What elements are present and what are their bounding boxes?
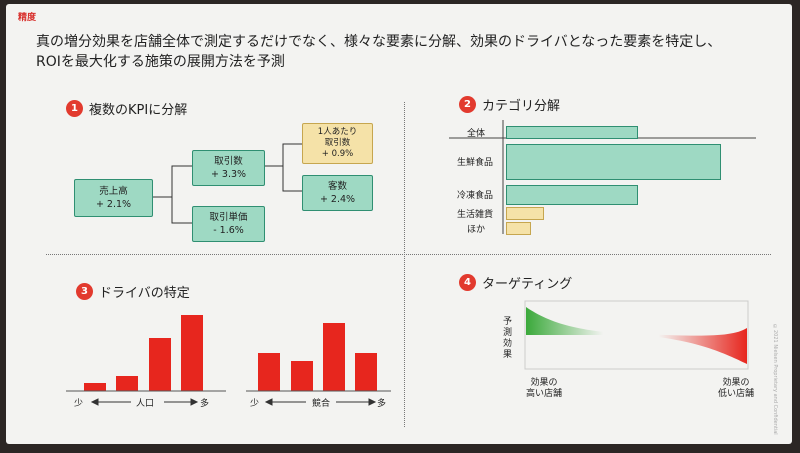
category-label: 生鮮食品 (457, 158, 494, 168)
driver1-axis-high: 多 (200, 399, 210, 409)
slide: 精度 真の増分効果を店舗全体で測定するだけでなく、様々な要素に分解、効果のドライ… (6, 4, 792, 444)
kpi-per-person-label-2: 取引数 (324, 138, 351, 148)
targeting-frame (524, 300, 749, 370)
section-4-label: ターゲティング (482, 277, 573, 292)
driver2-axis-high: 多 (377, 399, 387, 409)
driver1-axis-low: 少 (74, 399, 84, 409)
headline-line-1: 真の増分効果を店舗全体で測定するだけでなく、様々な要素に分解、効果のドライバとな… (36, 34, 722, 50)
kpi-tree-connectors (152, 143, 302, 224)
section-1-label: 複数のKPIに分解 (89, 103, 188, 118)
category-bar (506, 207, 544, 220)
driver-bar (84, 383, 106, 391)
horizontal-divider (46, 254, 771, 255)
kpi-sales-label: 売上高 (99, 186, 128, 197)
section-2-label: カテゴリ分解 (482, 99, 561, 114)
category-label: 冷凍食品 (457, 191, 494, 201)
category-bar (506, 126, 638, 139)
kpi-per-person-label-1: 1人あたり (317, 127, 358, 137)
kpi-sales-box: 売上高 + 2.1% (74, 179, 153, 217)
category-bar (506, 222, 531, 235)
section-3-title: 3 ドライバの特定 (76, 282, 190, 301)
driver-bar (355, 353, 377, 391)
targeting-left-label: 効果の 高い店舗 (526, 378, 563, 399)
driver-bar (149, 338, 171, 391)
section-4-title: 4 ターゲティング (459, 273, 572, 292)
section-1-number: 1 (66, 100, 83, 117)
category-label: ほか (467, 224, 486, 235)
section-2-title: 2 カテゴリ分解 (459, 95, 560, 114)
targeting-right-label: 効果の 低い店舗 (718, 378, 755, 399)
targeting-ylabel: 予測 効果 (503, 317, 513, 360)
kpi-customers-box: 客数 + 2.4% (302, 175, 373, 211)
kpi-customers-value: + 2.4% (319, 194, 356, 205)
kpi-per-person-value: + 0.9% (321, 149, 354, 159)
section-3-number: 3 (76, 283, 93, 300)
driver1-axis-label: 人口 (136, 399, 155, 409)
headline-line-2: ROIを最大化する施策の展開方法を予測 (36, 54, 285, 70)
slide-headline: 真の増分効果を店舗全体で測定するだけでなく、様々な要素に分解、効果のドライバとな… (36, 32, 776, 72)
vertical-divider (404, 102, 405, 427)
section-3-label: ドライバの特定 (99, 286, 190, 301)
precision-tag: 精度 (18, 13, 37, 23)
targeting-chart (524, 300, 749, 370)
kpi-transactions-label: 取引数 (214, 156, 243, 167)
driver-bar (258, 353, 280, 391)
category-bar (506, 185, 638, 205)
driver-bar (116, 376, 138, 391)
driver-bar (323, 323, 345, 391)
section-4-number: 4 (459, 274, 476, 291)
targeting-curve (526, 307, 747, 364)
kpi-unit-price-value: - 1.6% (213, 225, 244, 236)
kpi-transactions-value: + 3.3% (210, 169, 247, 180)
kpi-unit-price-label: 取引単価 (209, 212, 248, 223)
driver-axes (66, 390, 391, 406)
category-label: 生活雑貨 (457, 209, 494, 220)
section-2-number: 2 (459, 96, 476, 113)
driver-bar (181, 315, 203, 391)
kpi-transactions-box: 取引数 + 3.3% (192, 150, 265, 186)
kpi-unit-price-box: 取引単価 - 1.6% (192, 206, 265, 242)
category-bar (506, 144, 721, 180)
copyright-note: ©2021 Nielsen Proprietary and Confidenti… (772, 324, 778, 435)
kpi-customers-label: 客数 (327, 181, 347, 192)
driver2-axis-low: 少 (250, 399, 260, 409)
section-1-title: 1 複数のKPIに分解 (66, 99, 187, 118)
kpi-sales-value: + 2.1% (95, 199, 132, 210)
kpi-per-person-box: 1人あたり 取引数 + 0.9% (302, 123, 373, 164)
driver-bar (291, 361, 313, 391)
driver2-axis-label: 競合 (312, 399, 331, 409)
category-label: 全体 (467, 128, 486, 139)
